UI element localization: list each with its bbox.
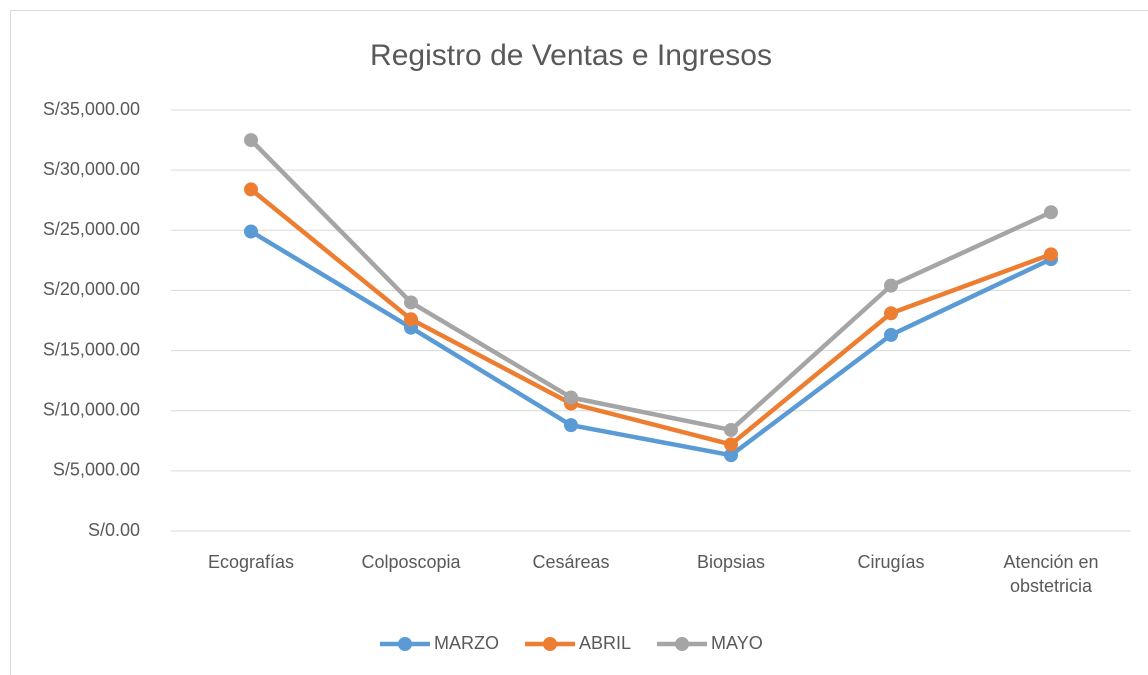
legend-label: ABRIL [579,633,631,653]
marker [244,133,258,148]
marker [244,224,258,239]
legend-marker [675,637,690,651]
legend-label: MARZO [434,633,499,653]
marker [884,306,898,321]
marker [564,418,578,433]
marker [244,182,258,197]
legend-marker [398,637,412,651]
x-tick-label: Cirugías [857,552,925,572]
line [249,138,1052,433]
legend-marker [543,637,557,651]
y-tick-label: S/0.00 [88,520,140,540]
x-tick-label: Colposcopia [361,552,461,572]
marker [724,448,738,463]
marker [884,278,898,293]
chart-border [10,10,1148,675]
marker [1044,247,1058,262]
marker [724,437,738,452]
y-tick-label: S/30,000.00 [43,159,140,179]
y-tick-label: S/25,000.00 [43,219,140,239]
x-tick-label: Cesáreas [532,552,610,572]
x-tick-label: Biopsias [696,552,766,572]
y-tick-label: S/35,000.00 [43,99,140,119]
y-tick-label: S/5,000.00 [53,460,140,480]
legend-label: MAYO [711,633,763,653]
marker [724,422,738,437]
marker [564,390,578,405]
marker [884,327,898,342]
marker [404,312,418,327]
chart-title: Registro de Ventas e Ingresos [370,39,772,72]
line [249,187,1052,447]
x-tick-label: Ecografías [207,552,295,572]
y-tick-label: S/15,000.00 [43,339,140,359]
marker [404,295,418,310]
y-tick-label: S/20,000.00 [43,279,140,299]
line [249,229,1052,458]
x-tick-label: Atención en obstetricia [1003,552,1099,596]
y-tick-label: S/10,000.00 [43,399,140,419]
marker [1044,205,1058,220]
